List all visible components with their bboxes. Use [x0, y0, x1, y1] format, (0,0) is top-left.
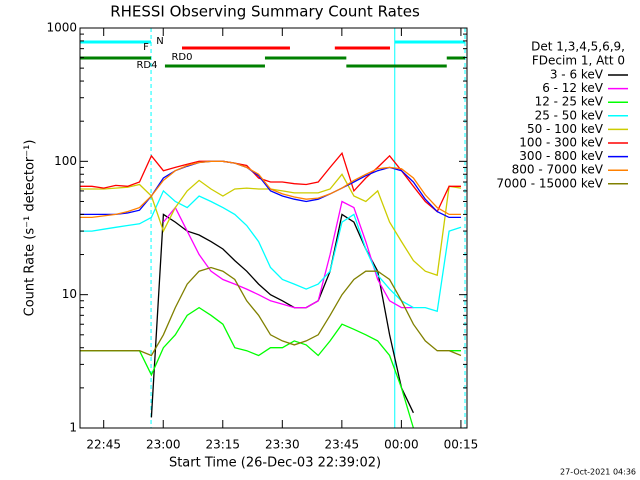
series-line: [80, 151, 461, 213]
flag-label: F: [143, 42, 149, 53]
legend-label: 25 - 50 keV: [535, 108, 604, 122]
y-tick-label: 100: [54, 154, 77, 168]
legend-label: 800 - 7000 keV: [512, 163, 604, 177]
y-axis-title: Count Rate (s⁻¹ detector⁻¹): [23, 140, 38, 317]
legend-label: 50 - 100 keV: [527, 122, 604, 136]
x-tick-label: 23:45: [325, 438, 360, 452]
series-line: [150, 213, 414, 418]
series-line: [80, 160, 461, 219]
series-line: [162, 200, 414, 309]
y-tick-label: 10: [62, 287, 77, 301]
flag-label: RD0: [171, 52, 192, 63]
series-line: [80, 160, 461, 219]
legend-header: Det 1,3,4,5,6,9,: [531, 40, 625, 54]
flag-label: RD4: [136, 60, 157, 71]
y-tick-label: 1: [69, 421, 77, 435]
series-line: [80, 189, 462, 313]
chart-title: RHESSI Observing Summary Count Rates: [110, 3, 420, 21]
series-line: [80, 306, 461, 429]
x-tick-label: 23:30: [265, 438, 300, 452]
plot-frame: [79, 27, 468, 429]
x-tick-label: 23:15: [205, 438, 240, 452]
series-line: [80, 266, 462, 357]
legend-label: 6 - 12 keV: [542, 81, 604, 95]
legend-label: 100 - 300 keV: [519, 136, 603, 150]
legend-header: FDecim 1, Att 0: [532, 54, 625, 68]
x-tick-label: 23:00: [146, 438, 181, 452]
x-axis-title: Start Time (26-Dec-03 22:39:02): [169, 456, 381, 471]
x-tick-label: 22:45: [86, 438, 121, 452]
x-tick-label: 00:00: [384, 438, 419, 452]
y-tick-label: 1000: [46, 21, 77, 35]
legend-label: 3 - 6 keV: [550, 68, 604, 82]
footer: 27-Oct-2021 04:36: [560, 468, 636, 477]
legend-label: 7000 - 15000 keV: [496, 176, 603, 190]
flag-label: N: [156, 36, 163, 47]
legend-label: 300 - 800 keV: [519, 149, 603, 163]
legend-label: 12 - 25 keV: [535, 95, 604, 109]
x-tick-label: 00:15: [444, 438, 479, 452]
